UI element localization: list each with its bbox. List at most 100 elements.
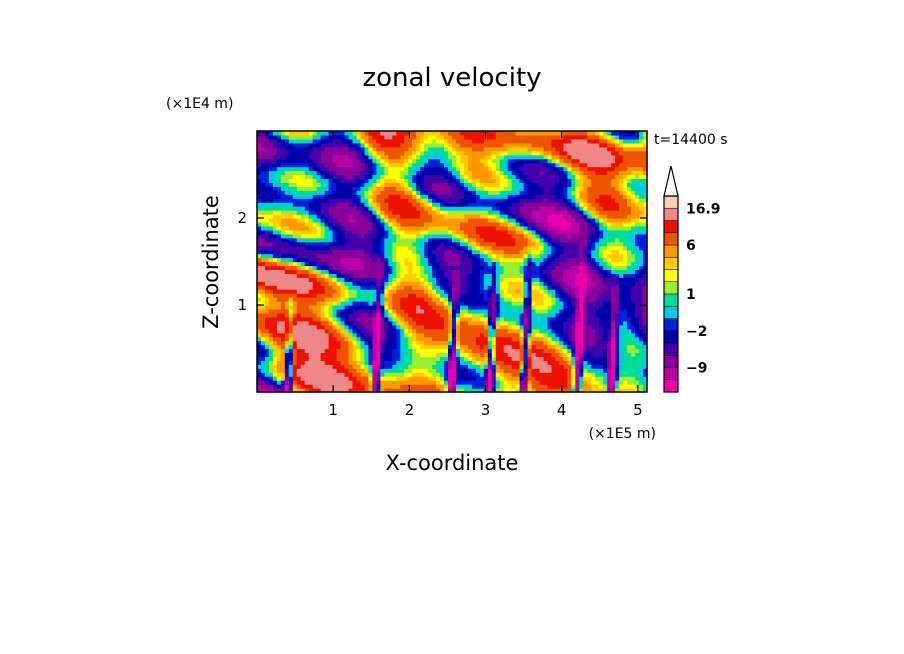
field-cell <box>368 218 374 223</box>
field-cell <box>400 312 405 318</box>
field-cell <box>348 297 354 302</box>
field-cell <box>296 158 302 164</box>
field-cell <box>276 150 282 156</box>
field-cell <box>360 237 366 243</box>
field-cell <box>535 178 541 183</box>
field-cell <box>487 249 493 255</box>
field-cell <box>316 210 322 215</box>
field-cell <box>372 376 377 381</box>
field-cell <box>471 253 477 259</box>
field-cell <box>356 316 362 322</box>
field-cell <box>284 233 290 239</box>
field-cell <box>436 210 441 215</box>
field-cell <box>463 190 469 195</box>
field-cell <box>340 214 346 219</box>
field-cell <box>444 233 449 239</box>
field-cell <box>260 170 266 176</box>
field-cell <box>416 237 421 243</box>
field-cell <box>483 206 489 211</box>
field-cell <box>491 344 497 350</box>
field-cell <box>487 154 493 160</box>
field-cell <box>491 257 497 263</box>
field-cell <box>539 368 545 373</box>
field-cell <box>268 285 274 290</box>
field-cell <box>436 281 441 286</box>
field-cell <box>376 229 381 235</box>
field-cell <box>416 364 421 369</box>
field-cell <box>444 293 449 298</box>
field-cell <box>328 178 334 183</box>
field-cell <box>340 134 346 140</box>
field-cell <box>424 265 429 270</box>
field-cell <box>324 328 330 334</box>
field-cell <box>555 285 561 290</box>
field-cell <box>316 356 322 361</box>
field-cell <box>264 348 270 354</box>
field-cell <box>459 364 465 369</box>
field-cell <box>364 233 370 239</box>
field-cell <box>452 233 457 239</box>
field-cell <box>471 332 477 338</box>
field-cell <box>452 182 457 187</box>
field-cell <box>396 131 401 136</box>
field-cell <box>539 273 545 278</box>
field-cell <box>312 340 318 346</box>
field-cell <box>364 210 370 215</box>
field-cell <box>332 233 338 239</box>
field-cell <box>511 162 517 168</box>
field-cell <box>503 257 509 263</box>
field-cell <box>404 158 409 164</box>
field-cell <box>364 229 370 235</box>
field-cell <box>503 320 509 326</box>
field-cell <box>364 221 370 227</box>
field-cell <box>527 225 533 231</box>
field-cell <box>483 273 489 278</box>
field-cell <box>408 237 413 243</box>
field-cell <box>340 131 346 136</box>
field-cell <box>352 131 358 136</box>
field-cell <box>547 154 553 160</box>
field-cell <box>336 368 342 373</box>
field-cell <box>304 277 310 282</box>
field-cell <box>284 380 290 385</box>
field-cell <box>400 158 405 164</box>
field-cell <box>356 182 362 187</box>
field-cell <box>384 210 389 215</box>
field-cell <box>463 146 469 152</box>
field-cell <box>551 237 557 243</box>
field-cell <box>396 202 401 207</box>
field-cell <box>324 206 330 211</box>
field-cell <box>495 285 501 290</box>
field-cell <box>276 174 282 180</box>
field-cell <box>296 198 302 203</box>
field-cell <box>396 281 401 286</box>
field-cell <box>304 214 310 219</box>
field-cell <box>260 237 266 243</box>
field-cell <box>519 360 525 365</box>
field-cell <box>328 198 334 203</box>
field-cell <box>396 138 401 144</box>
field-cell <box>384 178 389 183</box>
field-cell <box>304 289 310 294</box>
field-cell <box>348 364 354 369</box>
field-cell <box>344 368 350 373</box>
field-cell <box>408 229 413 235</box>
field-cell <box>408 340 413 346</box>
field-cell <box>416 131 421 136</box>
field-cell <box>288 194 294 199</box>
field-cell <box>483 146 489 152</box>
field-cell <box>272 297 278 302</box>
field-cell <box>344 344 350 350</box>
field-cell <box>463 348 469 354</box>
field-cell <box>452 324 457 330</box>
field-cell <box>340 297 346 302</box>
field-cell <box>551 229 557 235</box>
field-cell <box>499 202 505 207</box>
field-cell <box>384 324 389 330</box>
field-cell <box>519 328 525 334</box>
field-cell <box>499 356 505 361</box>
field-cell <box>320 178 326 183</box>
field-cell <box>531 293 537 298</box>
field-cell <box>344 245 350 251</box>
field-cell <box>264 285 270 290</box>
